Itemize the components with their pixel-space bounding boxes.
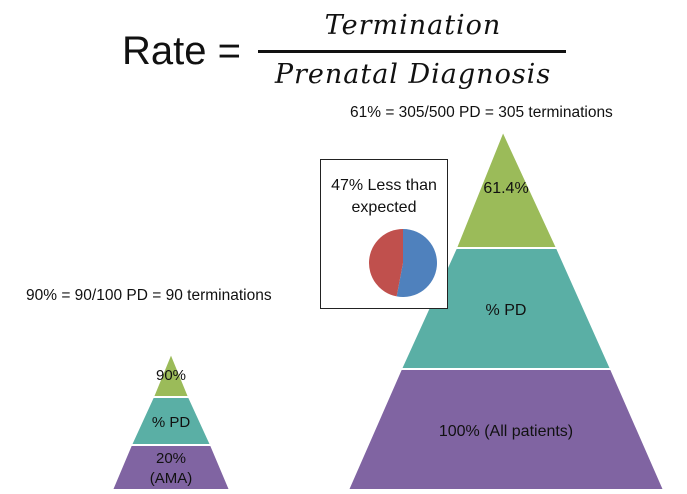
small-pyramid-top-label: 90% (156, 367, 186, 384)
small-pyramid-bottom-label-line2: (AMA) (150, 470, 193, 487)
large-pyramid-note: 61% = 305/500 PD = 305 terminations (350, 104, 613, 121)
inset-text-line2: expected (351, 199, 417, 216)
inset-text: 47% Less than expected (321, 175, 447, 219)
pie-slice-1 (396, 229, 437, 297)
formula-denominator: Prenatal Diagnosis (274, 59, 552, 90)
inset-pie-chart (369, 229, 437, 297)
small-pyramid-middle-label: % PD (152, 414, 191, 431)
large-pyramid-middle-label: % PD (486, 302, 527, 319)
large-pyramid-bottom-tier (346, 368, 666, 491)
formula-numerator: Termination (324, 10, 502, 41)
small-pyramid-bottom-label-line1: 20% (156, 450, 186, 467)
large-pyramid-bottom-label: 100% (All patients) (439, 423, 573, 440)
small-pyramid-bottom-tier (110, 444, 232, 491)
inset-text-line1: 47% Less than (331, 177, 437, 194)
small-pyramid: 90% % PD 20% (AMA) (110, 350, 232, 491)
large-pyramid-top-label: 61.4% (483, 180, 528, 197)
pie-slice-2 (369, 229, 403, 297)
small-pyramid-note: 90% = 90/100 PD = 90 terminations (26, 287, 272, 304)
fraction-bar (258, 50, 566, 53)
large-pyramid: 61.4% % PD 100% (All patients) (346, 128, 666, 491)
formula-lhs: Rate = (122, 29, 241, 73)
